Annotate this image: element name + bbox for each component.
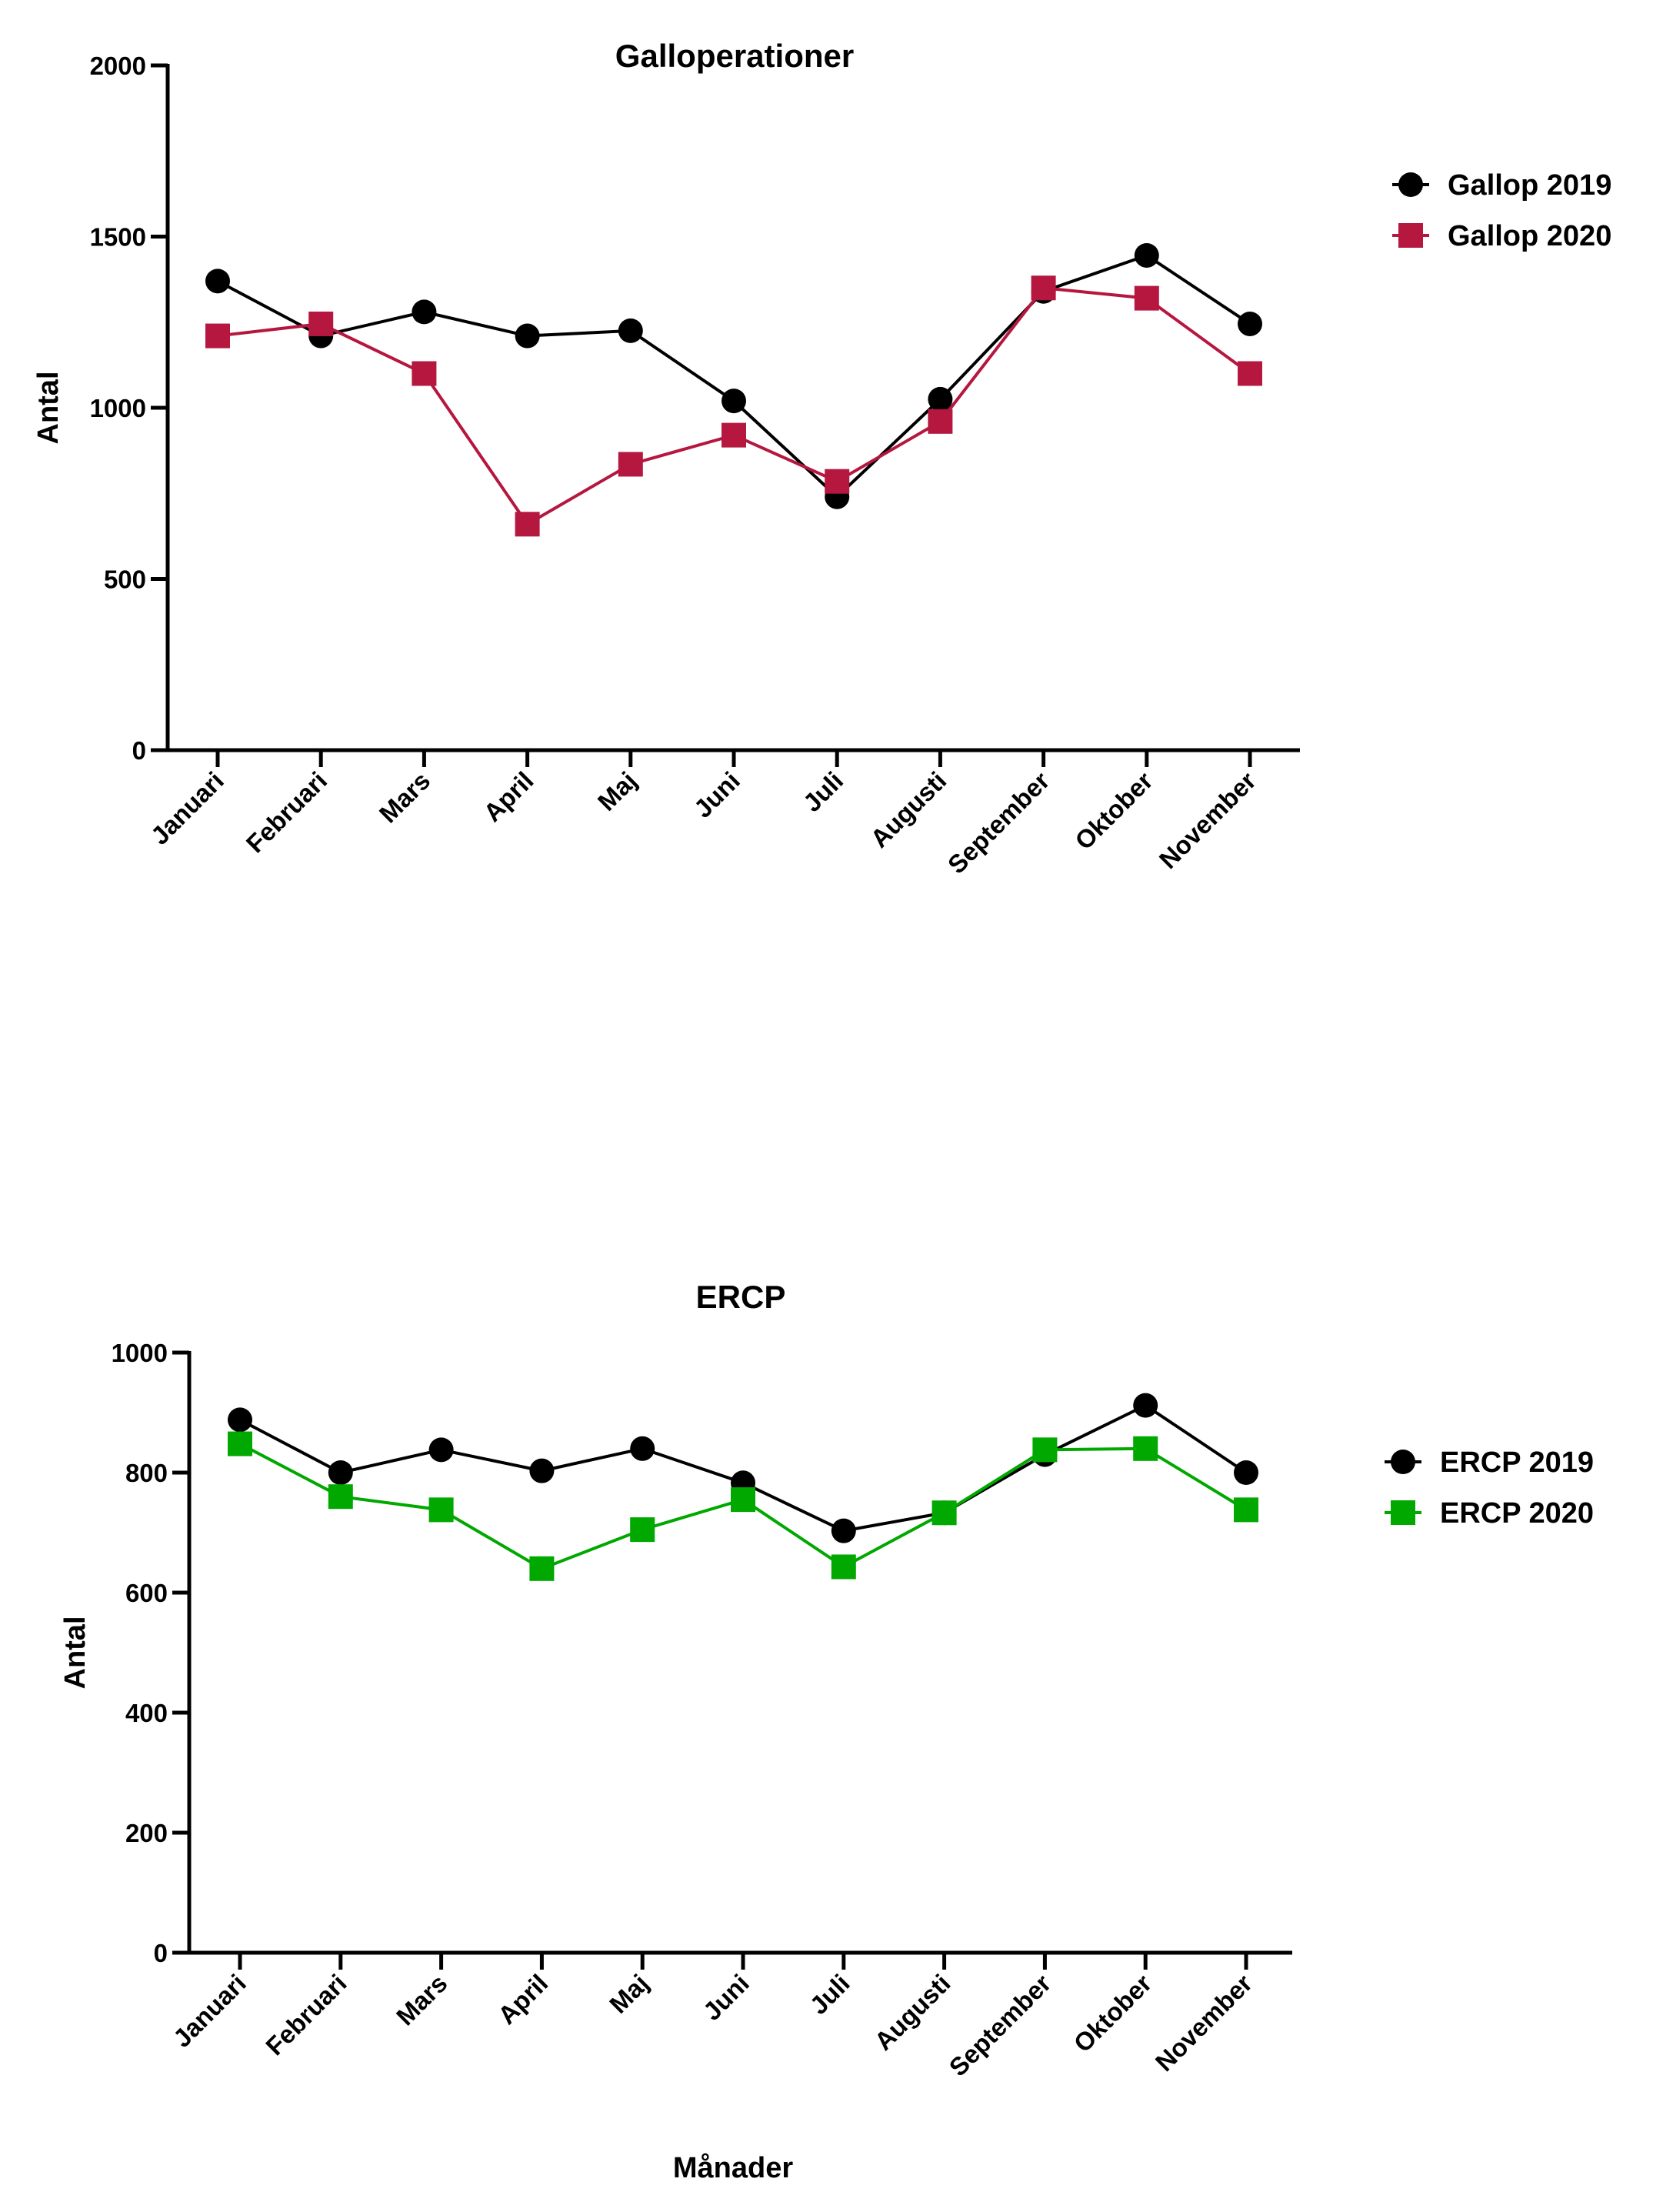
- x-tick-label: Maj: [604, 1969, 654, 2019]
- data-point: [308, 311, 334, 336]
- y-tick-label: 200: [125, 1819, 168, 1847]
- data-point: [618, 452, 643, 477]
- data-point: [731, 1487, 755, 1513]
- data-point: [928, 409, 953, 434]
- y-axis-title: Antal: [59, 1616, 92, 1690]
- x-tick-label: Mars: [391, 1969, 453, 2031]
- x-tick-label: Maj: [592, 766, 642, 816]
- data-point: [412, 299, 437, 325]
- data-point: [1238, 361, 1262, 386]
- y-axis-title: Antal: [32, 372, 65, 445]
- y-tick-label: 1500: [90, 223, 146, 252]
- series-2: [228, 1431, 1258, 1581]
- data-point: [328, 1484, 353, 1510]
- data-point: [831, 1518, 856, 1543]
- data-point: [328, 1460, 353, 1485]
- x-tick-label: Januari: [145, 766, 229, 850]
- data-point: [228, 1407, 252, 1433]
- x-tick-label: Augusti: [869, 1969, 956, 2056]
- data-point: [618, 318, 643, 343]
- legend-entry: Gallop 2019: [1392, 169, 1611, 202]
- y-tick-label: 1000: [112, 1339, 168, 1367]
- data-point: [928, 386, 953, 412]
- data-point: [428, 1437, 454, 1463]
- data-point: [515, 512, 540, 537]
- legend-marker: [1391, 1450, 1415, 1474]
- legend-label: Gallop 2019: [1448, 169, 1611, 202]
- y-tick-label: 600: [125, 1579, 168, 1607]
- x-tick-label: November: [1154, 766, 1261, 874]
- legend-entry: ERCP 2020: [1385, 1497, 1594, 1530]
- x-tick-label: September: [942, 766, 1055, 879]
- data-point: [1234, 1460, 1258, 1485]
- chart-title: Galloperationer: [615, 38, 854, 74]
- data-point: [1134, 285, 1159, 311]
- x-tick-label: Juni: [688, 766, 745, 823]
- series-1: [228, 1393, 1258, 1543]
- legend-marker: [1398, 223, 1423, 248]
- legend-label: Gallop 2020: [1448, 220, 1611, 252]
- data-point: [529, 1458, 555, 1483]
- data-point: [1032, 1437, 1058, 1463]
- data-point: [825, 469, 850, 494]
- data-point: [722, 389, 746, 414]
- data-point: [1133, 1393, 1158, 1418]
- x-tick-label: Januari: [168, 1969, 252, 2053]
- data-point: [1134, 242, 1159, 268]
- x-tick-label: Februari: [241, 766, 333, 859]
- data-point: [1234, 1497, 1258, 1523]
- data-point: [831, 1554, 856, 1580]
- series-line: [239, 1403, 1248, 1533]
- data-point: [630, 1517, 655, 1543]
- x-tick-label: Juni: [698, 1969, 755, 2026]
- legend-marker: [1391, 1500, 1415, 1525]
- data-point: [205, 323, 230, 349]
- x-tick-label: Juli: [798, 766, 848, 817]
- data-point: [428, 1497, 454, 1523]
- y-tick-label: 0: [132, 736, 146, 765]
- legend-label: ERCP 2019: [1440, 1446, 1594, 1479]
- data-point: [412, 361, 437, 386]
- x-tick-label: April: [492, 1969, 553, 2030]
- y-tick-label: 500: [104, 566, 146, 594]
- data-point: [529, 1556, 555, 1581]
- y-tick-label: 800: [125, 1459, 168, 1487]
- y-tick-label: 2000: [90, 52, 146, 80]
- x-axis-title: Månader: [673, 2152, 793, 2184]
- data-point: [205, 269, 230, 294]
- chart-ercp: ERCP 0 200 400 600 800 1000 Januari Februari Mars…: [59, 1279, 1594, 2184]
- x-tick-label: September: [944, 1969, 1057, 2082]
- data-point: [931, 1500, 957, 1526]
- series-2: [205, 275, 1262, 537]
- chart-galloperationer: Galloperationer 0 500 1000 1500 2000 Januari Fe…: [32, 38, 1611, 879]
- series-1: [205, 242, 1262, 509]
- data-point: [722, 422, 746, 448]
- x-tick-label: Augusti: [865, 766, 951, 853]
- chart-title: ERCP: [696, 1279, 786, 1315]
- legend-entry: Gallop 2020: [1392, 220, 1611, 252]
- data-point: [1031, 275, 1056, 301]
- y-tick-label: 1000: [90, 394, 146, 422]
- y-tick-label: 400: [125, 1699, 168, 1727]
- data-point: [630, 1436, 655, 1461]
- data-point: [515, 323, 540, 349]
- x-tick-label: November: [1150, 1969, 1258, 2077]
- legend-marker: [1398, 172, 1423, 197]
- data-point: [1238, 311, 1262, 336]
- x-tick-label: Oktober: [1069, 766, 1158, 856]
- data-point: [228, 1431, 252, 1456]
- y-tick-label: 0: [154, 1939, 168, 1967]
- legend-label: ERCP 2020: [1440, 1497, 1594, 1530]
- x-tick-label: Juli: [804, 1969, 855, 2020]
- x-tick-label: Mars: [374, 766, 436, 829]
- legend-entry: ERCP 2019: [1385, 1446, 1594, 1479]
- data-point: [1133, 1436, 1158, 1461]
- x-tick-label: Oktober: [1068, 1969, 1158, 2058]
- x-tick-label: Februari: [260, 1969, 352, 2061]
- x-tick-label: April: [478, 766, 538, 827]
